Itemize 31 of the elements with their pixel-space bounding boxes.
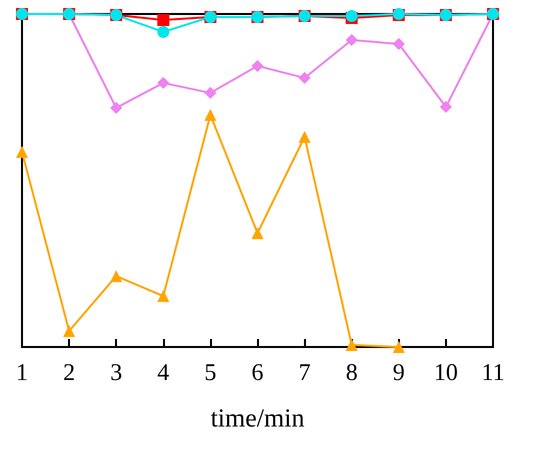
point — [204, 86, 216, 99]
point — [110, 270, 122, 282]
point — [346, 34, 358, 46]
x-tick-label: 4 — [157, 360, 170, 386]
point — [392, 38, 405, 50]
x-tick-label: 3 — [110, 360, 122, 386]
point — [298, 72, 311, 84]
point — [157, 290, 170, 302]
x-tick-label: 5 — [204, 360, 216, 386]
point — [204, 108, 216, 121]
x-tick-label: 11 — [481, 360, 505, 386]
x-axis-title: time/min — [210, 404, 304, 432]
x-tick-label: 1 — [16, 360, 28, 386]
point — [346, 339, 358, 351]
x-tick-label: 2 — [63, 360, 76, 386]
point — [63, 325, 76, 338]
x-tick-label: 6 — [252, 360, 264, 386]
point — [440, 100, 452, 113]
point — [110, 102, 122, 114]
x-tick-label: 7 — [298, 360, 311, 386]
point — [157, 26, 170, 38]
x-tick-label: 10 — [434, 360, 458, 386]
point — [252, 227, 264, 240]
point — [298, 130, 311, 143]
point — [157, 76, 170, 89]
point — [252, 60, 264, 72]
x-tick-label: 8 — [346, 360, 358, 386]
point — [157, 14, 170, 26]
point — [16, 146, 28, 158]
point — [392, 341, 405, 353]
x-tick-label: 9 — [392, 360, 405, 386]
